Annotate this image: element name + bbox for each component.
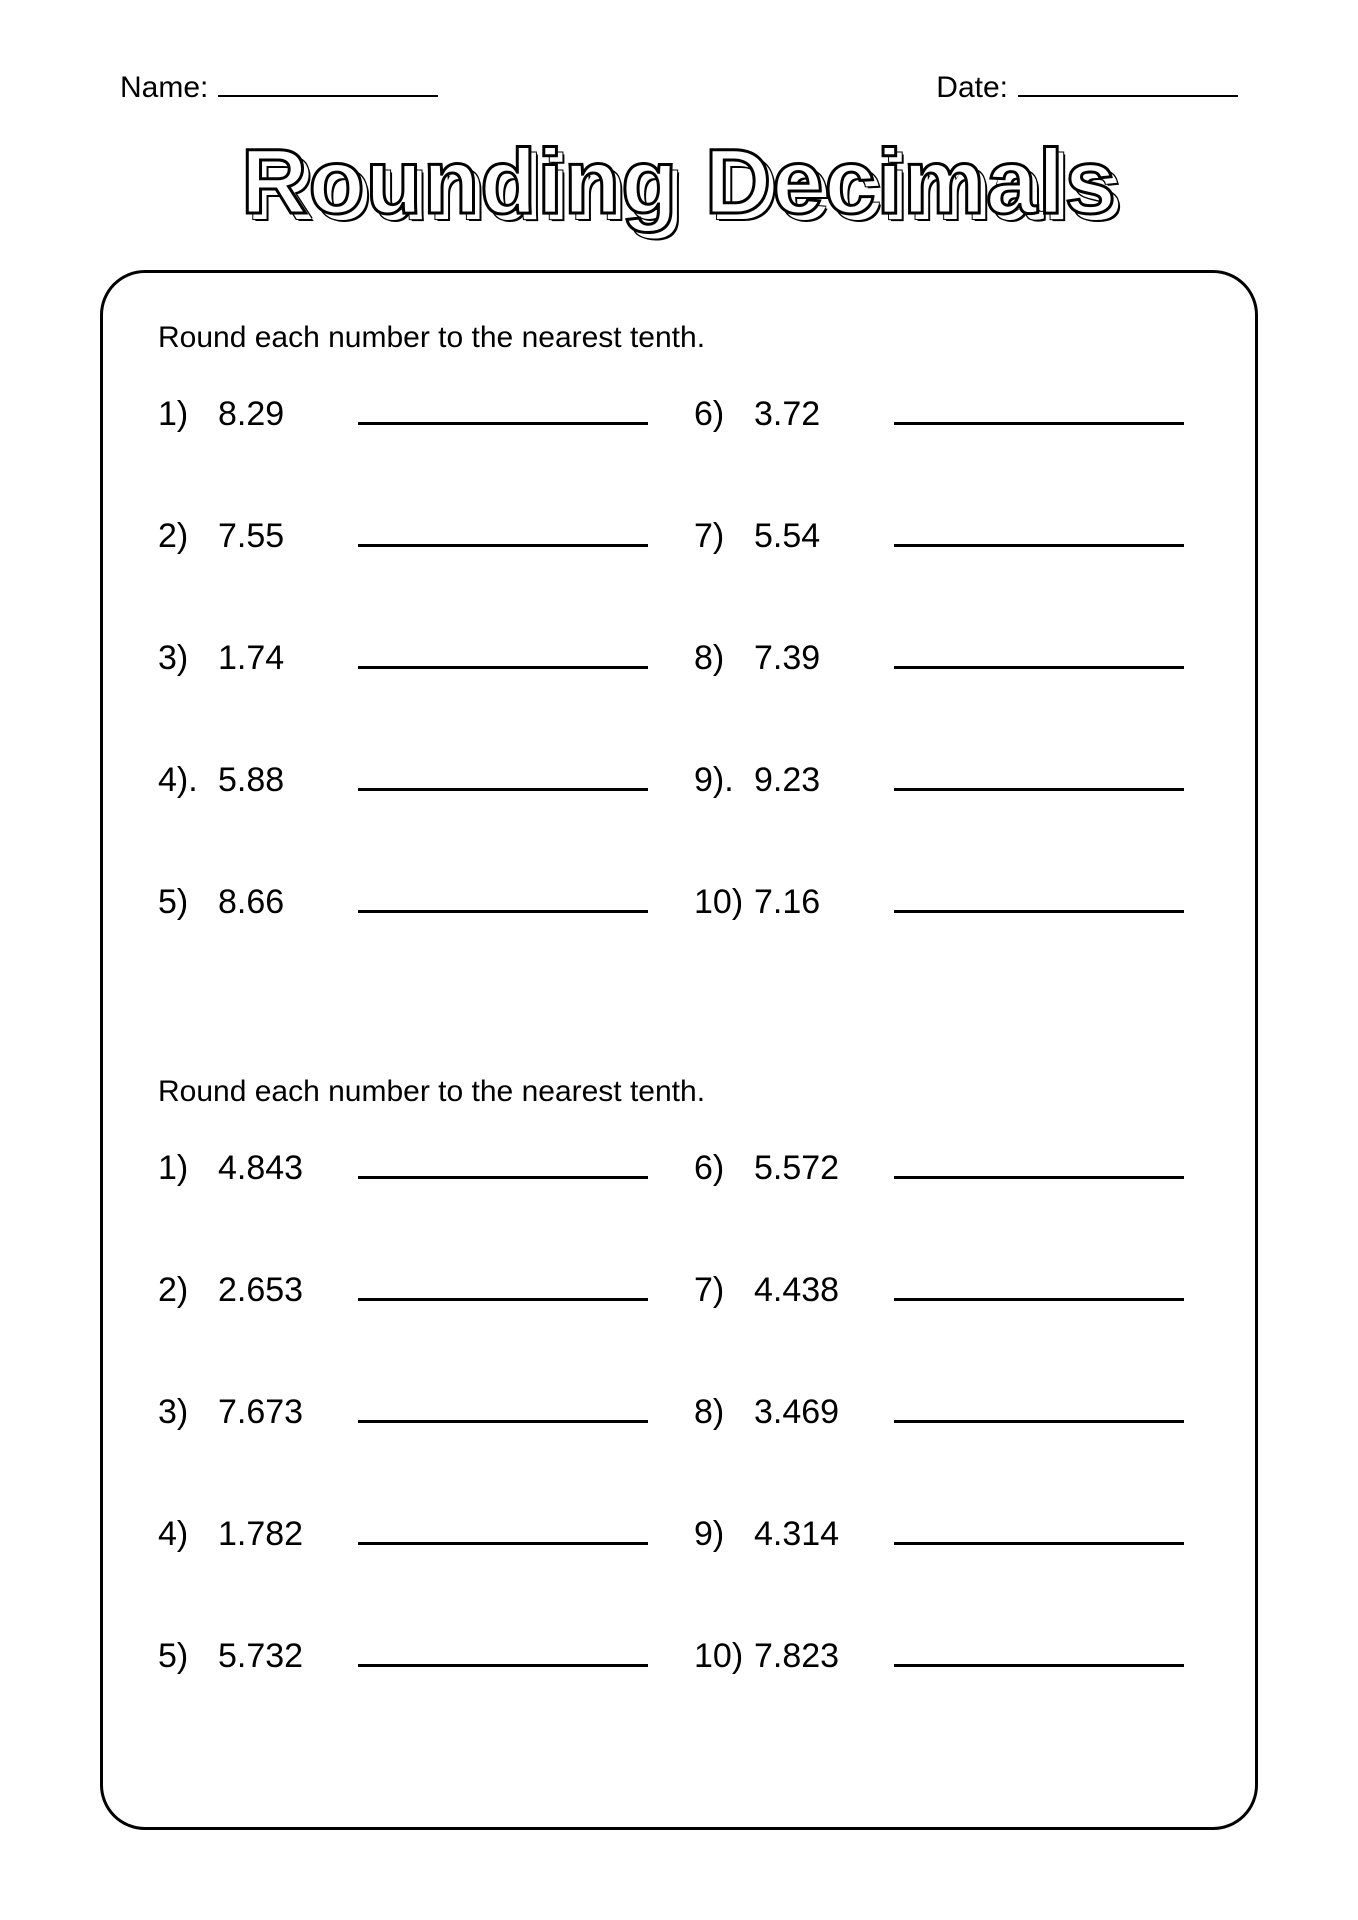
answer-blank[interactable] (358, 1276, 648, 1302)
answer-blank[interactable] (358, 1154, 648, 1180)
name-label: Name: (120, 71, 208, 105)
problem-number: 7) (694, 1271, 754, 1310)
answer-blank[interactable] (358, 888, 648, 914)
page-title: Rounding Decimals (241, 130, 1117, 235)
problem-number: 8) (694, 1393, 754, 1432)
problem-item: 6)5.572 (694, 1149, 1200, 1271)
answer-blank[interactable] (358, 400, 648, 426)
problem-number: 8) (694, 639, 754, 678)
date-label: Date: (936, 71, 1008, 105)
problem-item: 10)7.16 (694, 883, 1200, 1005)
problem-item: 3)7.673 (158, 1393, 664, 1515)
date-field: Date: (936, 70, 1238, 105)
answer-blank[interactable] (894, 766, 1184, 792)
problem-item: 4).5.88 (158, 761, 664, 883)
problem-item: 2)7.55 (158, 517, 664, 639)
problem-value: 1.74 (218, 639, 348, 678)
problem-number: 9) (694, 1515, 754, 1554)
problem-number: 4) (158, 1515, 218, 1554)
problem-number: 3) (158, 1393, 218, 1432)
answer-blank[interactable] (894, 1276, 1184, 1302)
problem-item: 9).9.23 (694, 761, 1200, 883)
answer-blank[interactable] (894, 1642, 1184, 1668)
problem-value: 3.469 (754, 1393, 884, 1432)
answer-blank[interactable] (358, 522, 648, 548)
problem-number: 5) (158, 1637, 218, 1676)
answer-blank[interactable] (894, 1154, 1184, 1180)
answer-blank[interactable] (894, 1398, 1184, 1424)
problem-item: 7)5.54 (694, 517, 1200, 639)
problem-value: 5.88 (218, 761, 348, 800)
answer-blank[interactable] (358, 766, 648, 792)
problem-number: 2) (158, 517, 218, 556)
problem-value: 5.54 (754, 517, 884, 556)
problem-value: 8.66 (218, 883, 348, 922)
title-wrap: Rounding Decimals (100, 130, 1258, 235)
answer-blank[interactable] (358, 1398, 648, 1424)
answer-blank[interactable] (358, 1520, 648, 1546)
problem-item: 1)4.843 (158, 1149, 664, 1271)
problem-number: 6) (694, 395, 754, 434)
problem-item: 2)2.653 (158, 1271, 664, 1393)
problem-value: 9.23 (754, 761, 884, 800)
problem-item: 9)4.314 (694, 1515, 1200, 1637)
problem-number: 3) (158, 639, 218, 678)
section-1-grid: 1)8.29 2)7.55 3)1.74 4).5.88 5)8.66 6)3.… (158, 395, 1200, 1005)
section-1-instructions: Round each number to the nearest tenth. (158, 321, 1200, 355)
name-field: Name: (120, 70, 438, 105)
problem-value: 7.673 (218, 1393, 348, 1432)
problem-item: 8)3.469 (694, 1393, 1200, 1515)
problem-value: 8.29 (218, 395, 348, 434)
problem-value: 4.314 (754, 1515, 884, 1554)
section-2: Round each number to the nearest tenth. … (158, 1075, 1200, 1759)
problem-value: 4.438 (754, 1271, 884, 1310)
answer-blank[interactable] (894, 644, 1184, 670)
problem-value: 4.843 (218, 1149, 348, 1188)
problem-number: 5) (158, 883, 218, 922)
worksheet-box: Round each number to the nearest tenth. … (100, 270, 1258, 1830)
problem-value: 3.72 (754, 395, 884, 434)
problem-item: 6)3.72 (694, 395, 1200, 517)
answer-blank[interactable] (894, 888, 1184, 914)
name-blank-line[interactable] (218, 70, 438, 97)
problem-value: 7.39 (754, 639, 884, 678)
answer-blank[interactable] (894, 522, 1184, 548)
problem-value: 5.572 (754, 1149, 884, 1188)
answer-blank[interactable] (894, 400, 1184, 426)
problem-item: 1)8.29 (158, 395, 664, 517)
answer-blank[interactable] (894, 1520, 1184, 1546)
problem-value: 7.55 (218, 517, 348, 556)
problem-item: 8)7.39 (694, 639, 1200, 761)
problem-value: 5.732 (218, 1637, 348, 1676)
section-1: Round each number to the nearest tenth. … (158, 321, 1200, 1005)
worksheet-header: Name: Date: (100, 70, 1258, 105)
problem-value: 7.823 (754, 1637, 884, 1676)
problem-value: 2.653 (218, 1271, 348, 1310)
problem-number: 2) (158, 1271, 218, 1310)
date-blank-line[interactable] (1018, 70, 1238, 97)
problem-number: 10) (694, 1637, 754, 1676)
problem-item: 7)4.438 (694, 1271, 1200, 1393)
problem-number: 9). (694, 761, 754, 800)
problem-number: 10) (694, 883, 754, 922)
problem-item: 3)1.74 (158, 639, 664, 761)
problem-number: 6) (694, 1149, 754, 1188)
problem-number: 7) (694, 517, 754, 556)
problem-item: 5)5.732 (158, 1637, 664, 1759)
answer-blank[interactable] (358, 644, 648, 670)
problem-number: 1) (158, 1149, 218, 1188)
problem-item: 5)8.66 (158, 883, 664, 1005)
problem-item: 10)7.823 (694, 1637, 1200, 1759)
problem-item: 4)1.782 (158, 1515, 664, 1637)
section-2-instructions: Round each number to the nearest tenth. (158, 1075, 1200, 1109)
problem-number: 1) (158, 395, 218, 434)
problem-value: 7.16 (754, 883, 884, 922)
answer-blank[interactable] (358, 1642, 648, 1668)
problem-value: 1.782 (218, 1515, 348, 1554)
section-2-grid: 1)4.843 2)2.653 3)7.673 4)1.782 5)5.732 … (158, 1149, 1200, 1759)
problem-number: 4). (158, 761, 218, 800)
